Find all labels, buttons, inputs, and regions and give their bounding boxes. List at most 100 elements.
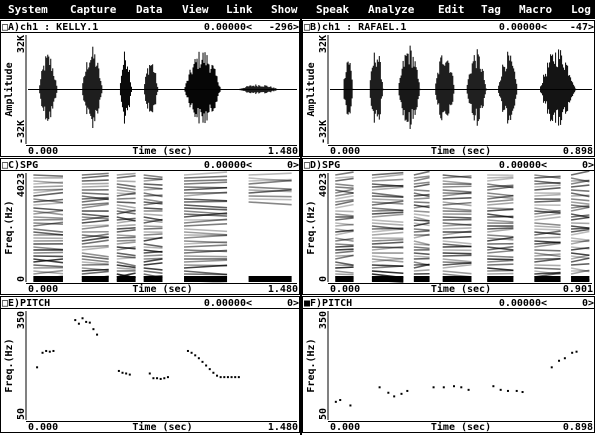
- spectral-band: [81, 172, 109, 176]
- spectral-band: [81, 174, 109, 179]
- panel-border: [0, 20, 300, 157]
- spectral-band: [371, 255, 404, 260]
- panel[interactable]: □C)SPG 0.00000< 0> Freq.(Hz)4023 00.000 Time …: [0, 158, 300, 296]
- spectral-band: [570, 269, 590, 275]
- spectral-band: [442, 258, 472, 263]
- spectral-band: [81, 192, 109, 196]
- voice-bar: [143, 276, 163, 282]
- y-tick-label: 50: [318, 408, 329, 420]
- spectral-band: [81, 185, 109, 188]
- spectral-band: [183, 228, 228, 233]
- spectral-band: [335, 171, 354, 176]
- spectral-band: [248, 189, 292, 194]
- menu-item[interactable]: Capture: [70, 3, 117, 16]
- spectral-band: [335, 270, 354, 274]
- spectral-band: [116, 239, 136, 242]
- menu-item[interactable]: Edit: [438, 3, 465, 16]
- pitch-point: [521, 391, 524, 394]
- y-tick-label: 350: [318, 311, 329, 329]
- spectral-band: [371, 211, 404, 215]
- spectral-band: [81, 239, 109, 245]
- spectral-band: [81, 225, 109, 230]
- spectral-band: [116, 186, 136, 191]
- spectral-band: [335, 273, 354, 276]
- panel[interactable]: □E)PITCH 0.00000< 0> Freq.(Hz)350 500.000 Tim…: [0, 296, 300, 434]
- spectral-band: [116, 219, 136, 224]
- pitch-point: [400, 392, 403, 395]
- spectral-band: [33, 198, 64, 203]
- spectral-band: [248, 186, 292, 191]
- pitch-point: [492, 385, 495, 388]
- pitch-point: [41, 351, 44, 354]
- spectral-band: [33, 180, 64, 184]
- menu-item[interactable]: Show: [271, 3, 298, 16]
- menu-item[interactable]: Speak: [316, 3, 349, 16]
- spectral-band: [534, 230, 561, 236]
- spectral-band: [534, 264, 561, 267]
- panel[interactable]: □B)ch1 : RAFAEL.1 0.00000< -47> Amplitude32…: [302, 20, 595, 158]
- spectral-band: [183, 223, 228, 227]
- spectral-band: [371, 231, 404, 236]
- spectral-band: [413, 183, 430, 188]
- spectral-band: [116, 172, 136, 176]
- spectral-band: [534, 225, 561, 229]
- spectral-band: [371, 227, 404, 230]
- x-axis-label: Time (sec): [132, 145, 192, 157]
- spectral-band: [570, 179, 590, 185]
- panel[interactable]: ■F)PITCH 0.00000< 0> Freq.(Hz)350 500.000 Tim…: [302, 296, 595, 434]
- spectral-band: [442, 201, 472, 206]
- pitch-point: [52, 349, 55, 352]
- spectral-band: [442, 270, 472, 275]
- spectral-band: [487, 194, 514, 200]
- menu-item[interactable]: View: [182, 3, 209, 16]
- spectral-band: [183, 198, 228, 202]
- spectral-band: [33, 258, 64, 263]
- spectral-band: [534, 200, 561, 203]
- spectral-band: [442, 252, 472, 255]
- spectral-band: [183, 175, 228, 179]
- spectral-band: [116, 217, 136, 221]
- spectral-band: [570, 267, 590, 273]
- menu-item[interactable]: Tag: [481, 3, 501, 16]
- spectral-band: [442, 185, 472, 188]
- spectral-band: [183, 212, 228, 218]
- pitch-point: [558, 359, 561, 362]
- spectral-band: [487, 259, 514, 263]
- spectral-band: [33, 221, 64, 227]
- voice-bar: [116, 276, 136, 282]
- spectral-band: [335, 243, 354, 246]
- spectral-band: [248, 178, 292, 182]
- pitch-point: [334, 400, 337, 403]
- spectral-band: [570, 254, 590, 260]
- spectral-band: [570, 170, 590, 176]
- menu-item[interactable]: System: [8, 3, 48, 16]
- spectral-band: [413, 255, 430, 258]
- voice-bar: [33, 276, 63, 282]
- spectral-band: [335, 177, 354, 182]
- spectral-band: [534, 249, 561, 252]
- spectral-band: [33, 188, 64, 194]
- spectral-band: [442, 207, 472, 212]
- spectral-band: [371, 198, 404, 202]
- x-end-label: 0.898: [563, 422, 593, 433]
- spectral-band: [534, 228, 561, 231]
- spectral-band: [183, 186, 228, 191]
- spectral-band: [335, 200, 354, 206]
- menu-item[interactable]: Macro: [519, 3, 552, 16]
- spectral-band: [487, 263, 514, 266]
- menu-item[interactable]: Analyze: [368, 3, 415, 16]
- pitch-point: [159, 377, 162, 380]
- y-tick-label: 50: [16, 408, 27, 420]
- menu-item[interactable]: Log: [571, 3, 591, 16]
- spectral-band: [371, 241, 404, 245]
- menu-item[interactable]: Data: [136, 3, 163, 16]
- spectral-band: [442, 197, 472, 200]
- spectral-band: [413, 228, 430, 231]
- menu-item[interactable]: Link: [226, 3, 253, 16]
- spectral-band: [116, 227, 136, 230]
- spectral-band: [371, 178, 404, 182]
- panel[interactable]: □A)ch1 : KELLY.1 0.00000< -296> Amplitude32…: [0, 20, 300, 158]
- spectral-band: [143, 201, 163, 205]
- voice-bar: [534, 276, 561, 282]
- spectral-band: [116, 236, 136, 239]
